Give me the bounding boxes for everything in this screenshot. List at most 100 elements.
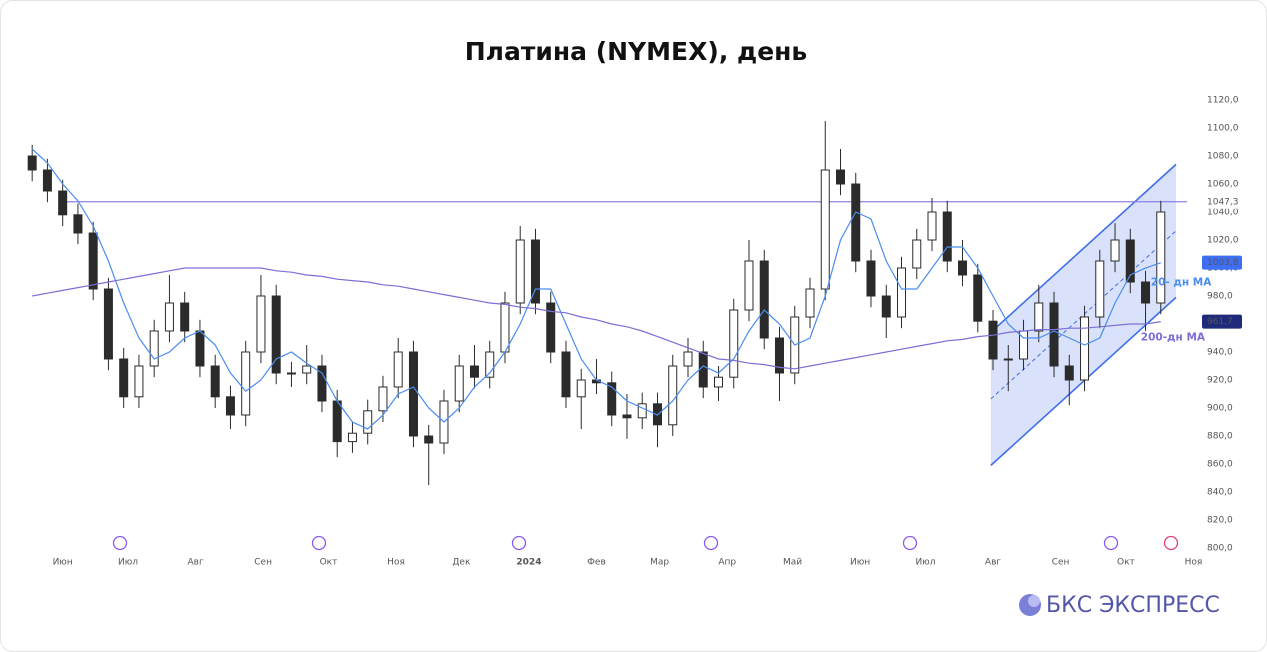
y-tick-label: 980,0: [1207, 292, 1233, 302]
y-tick-label: 1120,0: [1207, 96, 1239, 106]
candle-body: [958, 260, 968, 276]
candle-body: [42, 169, 52, 192]
ma-line: [32, 267, 1161, 370]
candle-body: [561, 351, 571, 398]
candle-body: [180, 302, 190, 332]
candle-body: [378, 386, 388, 412]
y-tick-label: 1100,0: [1207, 124, 1239, 134]
candle-body: [683, 351, 693, 367]
candle-body: [973, 274, 983, 322]
candle-body: [1110, 239, 1120, 262]
y-tick-label: 1020,0: [1207, 236, 1239, 246]
candle-body: [576, 379, 586, 398]
y-tick-label: 1080,0: [1207, 152, 1239, 162]
candle-body: [286, 372, 296, 375]
candle-body: [607, 382, 617, 416]
y-tick-label: 1040,0: [1207, 208, 1239, 218]
x-tick-label: Июл: [915, 558, 935, 568]
candle-body: [408, 351, 418, 437]
series-name: 20- дн MA: [1151, 277, 1212, 289]
price-box: [1202, 194, 1242, 209]
y-tick-label: 920,0: [1207, 376, 1233, 386]
candle-body: [729, 309, 739, 378]
candle-body: [256, 295, 266, 353]
x-tick-label: Ноя: [387, 558, 405, 568]
x-tick-label: Дек: [452, 558, 471, 568]
candle-body: [637, 403, 647, 419]
candle-body: [897, 267, 907, 318]
candle-body: [698, 351, 708, 388]
candle-body: [927, 211, 937, 241]
y-tick-label: 800,0: [1207, 544, 1233, 554]
candle-body: [1125, 239, 1135, 283]
candle-body: [1156, 211, 1166, 304]
x-tick-label: Апр: [718, 558, 736, 568]
candle-body: [363, 410, 373, 434]
candle-body: [58, 190, 68, 216]
x-tick-label: Май: [783, 558, 802, 568]
candle-body: [225, 396, 235, 416]
x-tick-label: Окт: [1117, 558, 1135, 568]
candle-body: [942, 211, 952, 262]
x-tick-label: Авг: [187, 558, 203, 568]
candle-body: [1003, 358, 1013, 361]
candle-body: [836, 169, 846, 185]
price-box: [1202, 255, 1242, 270]
candle-body: [668, 365, 678, 426]
y-tick-label: 940,0: [1207, 348, 1233, 358]
candle-body: [195, 330, 205, 367]
x-tick-label: Июн: [850, 558, 870, 568]
candle-body: [149, 330, 159, 367]
y-tick-label: 1060,0: [1207, 180, 1239, 190]
candle-body: [73, 214, 83, 234]
candle-body: [1064, 365, 1074, 381]
brand: БКС ЭКСПРЕСС: [1046, 593, 1220, 618]
x-tick-label: Авг: [985, 558, 1001, 568]
candle-body: [27, 155, 37, 171]
candle-body: [424, 435, 434, 444]
x-tick-label: Ноя: [1185, 558, 1203, 568]
y-tick-label: 860,0: [1207, 460, 1233, 470]
candle-body: [210, 365, 220, 398]
brand-logo: [1019, 594, 1041, 616]
candle-body: [393, 351, 403, 388]
x-tick-label: Окт: [320, 558, 338, 568]
x-tick-label: 2024: [516, 558, 541, 568]
candle-body: [774, 337, 784, 374]
candle-body: [485, 351, 495, 378]
candle-body: [347, 432, 357, 443]
ma-line: [31, 148, 1161, 430]
candle-body: [164, 302, 174, 332]
x-tick-label: Сен: [254, 558, 272, 568]
candle-body: [622, 414, 632, 419]
series-name: 200-дн MA: [1141, 332, 1206, 344]
candle-body: [103, 288, 113, 360]
candle-body: [759, 260, 769, 339]
candle-body: [866, 260, 876, 297]
candle-body: [530, 239, 540, 304]
candle-body: [88, 232, 98, 290]
price-label: 1003,8: [1207, 258, 1239, 268]
candle-body: [515, 239, 525, 304]
candle-body: [1049, 302, 1059, 367]
candle-body: [1080, 316, 1090, 381]
channel-line: [990, 163, 1177, 333]
candle-body: [988, 320, 998, 360]
x-tick-label: Мар: [650, 558, 669, 568]
candle-body: [271, 295, 281, 374]
candle-body: [332, 400, 342, 443]
y-tick-label: 840,0: [1207, 488, 1233, 498]
chart-title: Платина (NYMEX), день: [465, 37, 808, 66]
price-box: [1202, 314, 1242, 329]
x-tick-label: Июл: [118, 558, 138, 568]
candle-body: [500, 302, 510, 353]
candle-body: [713, 376, 723, 388]
candle-body: [546, 302, 556, 353]
candle-body: [744, 260, 754, 311]
candle-body: [134, 365, 144, 398]
x-tick-label: Июн: [53, 558, 73, 568]
candle-body: [1141, 281, 1151, 304]
candle-body: [881, 295, 891, 318]
